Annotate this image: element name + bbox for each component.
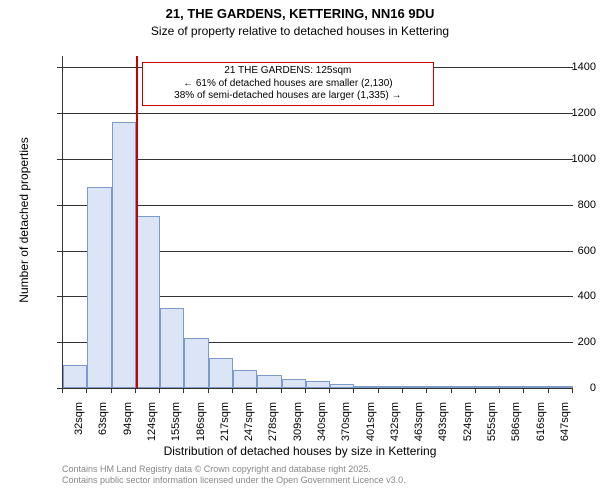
ytick-mark — [57, 159, 62, 160]
histogram-bar — [63, 365, 87, 388]
annotation-line: 21 THE GARDENS: 125sqm — [147, 65, 429, 78]
histogram-bar — [306, 381, 330, 388]
histogram-bar — [160, 308, 184, 388]
xtick-mark — [305, 388, 306, 393]
ytick-label: 600 — [542, 245, 596, 257]
histogram-bar — [184, 338, 208, 388]
gridline — [63, 113, 573, 114]
xtick-mark — [281, 388, 282, 393]
xtick-mark — [111, 388, 112, 393]
histogram-bar — [209, 358, 233, 388]
xtick-mark — [353, 388, 354, 393]
gridline — [63, 205, 573, 206]
ytick-label: 400 — [542, 290, 596, 302]
x-axis-label: Distribution of detached houses by size … — [0, 444, 600, 458]
ytick-label: 200 — [542, 336, 596, 348]
ytick-label: 1400 — [542, 61, 596, 73]
xtick-mark — [86, 388, 87, 393]
histogram-bar — [403, 386, 427, 388]
xtick-mark — [523, 388, 524, 393]
xtick-mark — [451, 388, 452, 393]
ytick-mark — [57, 251, 62, 252]
histogram-bar — [452, 386, 476, 388]
xtick-mark — [208, 388, 209, 393]
histogram-bar — [476, 386, 500, 388]
property-marker-line — [136, 56, 138, 388]
histogram-bar — [257, 375, 281, 388]
ytick-label: 800 — [542, 199, 596, 211]
xtick-mark — [159, 388, 160, 393]
annotation-line: ← 61% of detached houses are smaller (2,… — [147, 78, 429, 91]
ytick-label: 1200 — [542, 107, 596, 119]
histogram-bar — [354, 386, 378, 388]
plot-area: 21 THE GARDENS: 125sqm← 61% of detached … — [62, 56, 573, 389]
xtick-mark — [329, 388, 330, 393]
histogram-bar — [233, 370, 257, 388]
footer-line-2: Contains public sector information licen… — [62, 475, 406, 486]
xtick-mark — [402, 388, 403, 393]
histogram-bar — [330, 384, 354, 388]
gridline — [63, 159, 573, 160]
annotation-callout: 21 THE GARDENS: 125sqm← 61% of detached … — [142, 62, 434, 106]
xtick-mark — [135, 388, 136, 393]
ytick-mark — [57, 342, 62, 343]
ytick-mark — [57, 205, 62, 206]
xtick-mark — [62, 388, 63, 393]
footer-line-1: Contains HM Land Registry data © Crown c… — [62, 464, 406, 475]
histogram-bar — [136, 216, 160, 388]
ytick-mark — [57, 113, 62, 114]
annotation-line: 38% of semi-detached houses are larger (… — [147, 90, 429, 103]
xtick-mark — [572, 388, 573, 393]
histogram-bar — [500, 386, 524, 388]
chart-title: 21, THE GARDENS, KETTERING, NN16 9DU — [0, 6, 600, 21]
histogram-bar — [112, 122, 136, 388]
histogram-bar — [379, 386, 403, 388]
ytick-mark — [57, 296, 62, 297]
ytick-label: 1000 — [542, 153, 596, 165]
xtick-mark — [183, 388, 184, 393]
histogram-bar — [282, 379, 306, 388]
xtick-mark — [256, 388, 257, 393]
xtick-mark — [232, 388, 233, 393]
xtick-mark — [426, 388, 427, 393]
histogram-bar — [427, 386, 451, 388]
ytick-label: 0 — [542, 382, 596, 394]
xtick-mark — [499, 388, 500, 393]
xtick-mark — [378, 388, 379, 393]
footer-attribution: Contains HM Land Registry data © Crown c… — [62, 464, 406, 486]
xtick-mark — [548, 388, 549, 393]
histogram-bar — [87, 187, 111, 388]
ytick-mark — [57, 67, 62, 68]
y-axis-label: Number of detached properties — [17, 110, 31, 330]
xtick-mark — [475, 388, 476, 393]
chart-subtitle: Size of property relative to detached ho… — [0, 24, 600, 38]
